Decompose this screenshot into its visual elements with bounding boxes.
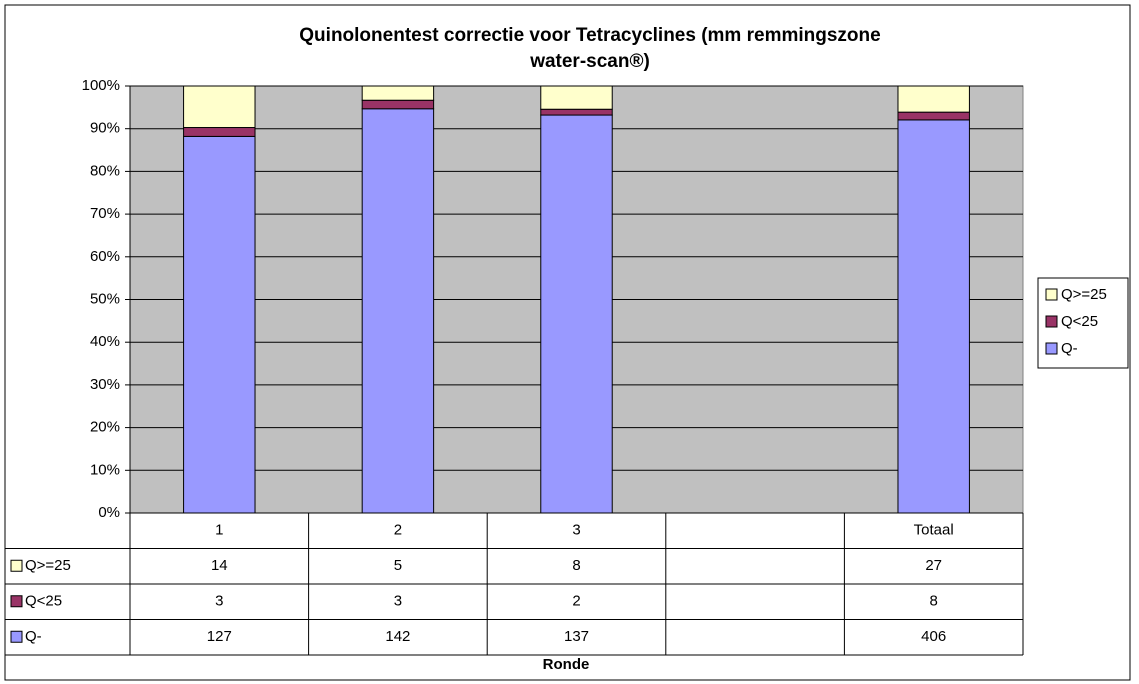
table-value: 8 bbox=[930, 593, 938, 610]
bar-segment bbox=[361, 99, 435, 110]
y-tick-label: 100% bbox=[82, 77, 120, 94]
bar-segment bbox=[361, 108, 435, 514]
x-tick-label: 2 bbox=[394, 522, 402, 539]
legend-key bbox=[1045, 288, 1058, 301]
y-tick-label: 30% bbox=[90, 376, 120, 393]
table-row-label: Q- bbox=[25, 628, 42, 645]
table-value: 27 bbox=[925, 557, 942, 574]
chart-title: Quinolonentest correctie voor Tetracycli… bbox=[299, 25, 880, 46]
table-value: 137 bbox=[564, 628, 589, 645]
y-tick-label: 0% bbox=[98, 504, 120, 521]
y-tick-label: 90% bbox=[90, 120, 120, 137]
bar-segment bbox=[897, 111, 970, 121]
y-tick-label: 60% bbox=[90, 248, 120, 265]
y-tick-label: 20% bbox=[90, 419, 120, 436]
legend-key bbox=[1045, 315, 1058, 328]
bar-segment bbox=[183, 135, 256, 514]
bar-segment bbox=[897, 85, 970, 113]
bar-segment bbox=[183, 85, 256, 129]
bar-segment bbox=[361, 85, 435, 101]
table-value: 3 bbox=[394, 593, 402, 610]
x-tick-label: 3 bbox=[572, 522, 580, 539]
bar-segment bbox=[897, 119, 970, 514]
table-value: 2 bbox=[572, 593, 580, 610]
y-tick-label: 40% bbox=[90, 333, 120, 350]
legend-label: Q- bbox=[1061, 340, 1078, 357]
table-row-label: Q<25 bbox=[25, 593, 62, 610]
legend-key bbox=[10, 559, 23, 572]
y-tick-label: 50% bbox=[90, 290, 120, 307]
legend-label: Q>=25 bbox=[1061, 286, 1107, 303]
x-tick-label: 1 bbox=[215, 522, 223, 539]
table-row-label: Q>=25 bbox=[25, 557, 71, 574]
bar-segment bbox=[540, 108, 613, 116]
y-tick-label: 80% bbox=[90, 162, 120, 179]
bar-segment bbox=[540, 85, 613, 110]
table-value: 406 bbox=[921, 628, 946, 645]
table-value: 8 bbox=[572, 557, 580, 574]
legend-key bbox=[1045, 342, 1058, 355]
y-tick-label: 10% bbox=[90, 461, 120, 478]
x-axis-label: Ronde bbox=[543, 656, 590, 673]
legend-key bbox=[10, 630, 23, 643]
table-value: 14 bbox=[211, 557, 228, 574]
y-tick-label: 70% bbox=[90, 205, 120, 222]
table-value: 127 bbox=[207, 628, 232, 645]
table-value: 142 bbox=[385, 628, 410, 645]
legend-key bbox=[10, 595, 23, 608]
table-value: 3 bbox=[215, 593, 223, 610]
legend-label: Q<25 bbox=[1061, 313, 1098, 330]
chart-title: water-scan®) bbox=[529, 51, 650, 72]
bar-segment bbox=[183, 127, 256, 137]
table-value: 5 bbox=[394, 557, 402, 574]
x-tick-label: Totaal bbox=[914, 522, 954, 539]
bar-segment bbox=[540, 114, 613, 514]
